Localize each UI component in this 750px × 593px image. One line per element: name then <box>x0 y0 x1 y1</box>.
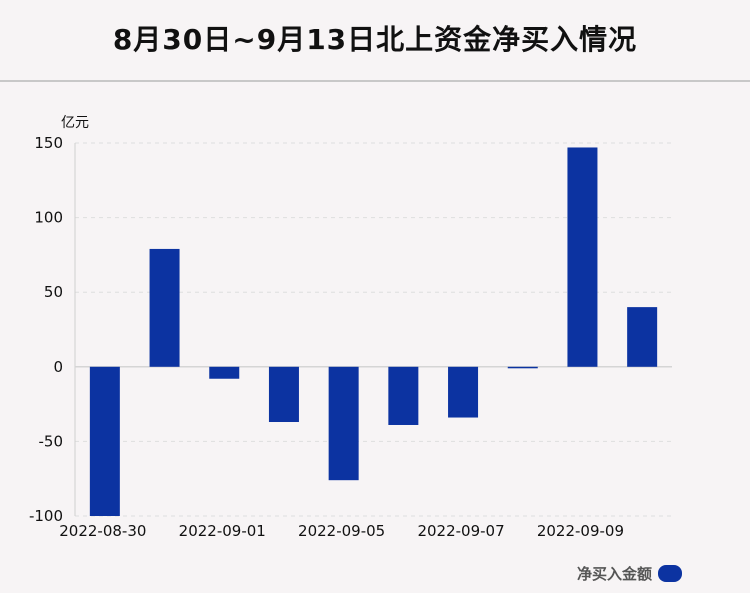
bar <box>388 366 419 425</box>
x-tick-label: 2022-09-05 <box>298 522 385 540</box>
y-tick-label: 50 <box>44 283 63 301</box>
y-tick-labels: 150 100 50 0 -50 -100 <box>29 134 63 525</box>
bar <box>627 307 658 367</box>
bars <box>89 147 658 516</box>
bar <box>268 366 299 423</box>
y-tick-label: 0 <box>53 358 63 376</box>
x-tick-labels: 2022-08-30 2022-09-01 2022-09-05 2022-09-07… <box>59 522 624 540</box>
bar <box>209 366 240 379</box>
y-tick-label: -100 <box>29 507 63 525</box>
x-tick-label: 2022-09-01 <box>179 522 266 540</box>
legend-swatch <box>658 565 683 582</box>
legend-label: 净买入金额 <box>577 565 653 583</box>
x-tick-label: 2022-08-30 <box>59 522 146 540</box>
y-tick-label: 100 <box>34 209 63 227</box>
chart-title: 8月30日~9月13日北上资金净买入情况 <box>112 23 638 56</box>
y-axis-unit-label: 亿元 <box>61 115 89 131</box>
bar <box>507 366 538 369</box>
grid-lines <box>75 142 672 517</box>
bar <box>567 147 598 367</box>
y-tick-label: 150 <box>34 134 63 152</box>
bar <box>448 366 479 418</box>
legend: 净买入金额 <box>577 563 683 584</box>
bar <box>89 366 120 516</box>
title-divider <box>0 80 750 82</box>
x-tick-label: 2022-09-09 <box>537 522 624 540</box>
bar <box>149 248 180 367</box>
x-tick-label: 2022-09-07 <box>417 522 504 540</box>
y-tick-label: -50 <box>39 432 64 450</box>
bar <box>328 366 359 481</box>
